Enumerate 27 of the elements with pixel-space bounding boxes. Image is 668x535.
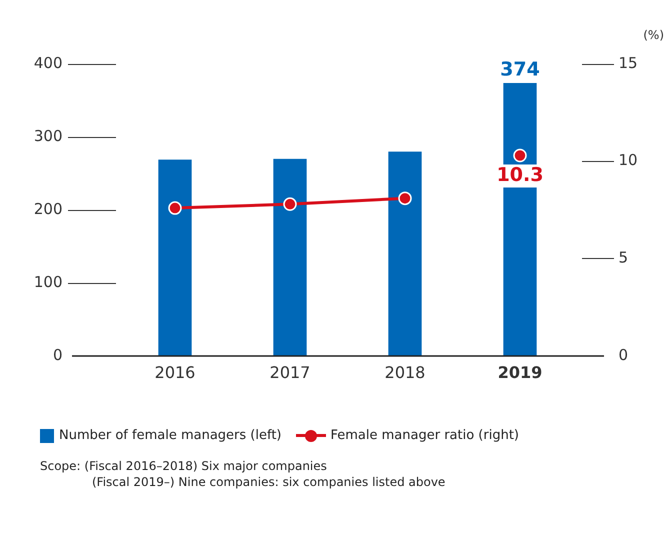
point bbox=[168, 201, 182, 215]
bar bbox=[273, 158, 307, 356]
y-tick-label: 200 bbox=[34, 200, 62, 218]
y-tick-label: 400 bbox=[34, 54, 62, 72]
x-tick-label: 2016 bbox=[154, 362, 196, 382]
bar bbox=[388, 152, 422, 356]
x-tick-label: 2018 bbox=[384, 362, 426, 382]
bar bbox=[158, 160, 192, 356]
y2-tick-label: 5 bbox=[618, 248, 628, 267]
y2-axis-title: (%) bbox=[643, 28, 664, 42]
y2-tick-label: 15 bbox=[618, 54, 638, 72]
point bbox=[283, 197, 297, 211]
data-label: 10.3 bbox=[496, 164, 544, 186]
data-label: 374 bbox=[500, 58, 540, 80]
point bbox=[513, 148, 527, 162]
y-tick-label: 300 bbox=[34, 126, 62, 145]
legend-label: Female manager ratio (right) bbox=[330, 428, 519, 443]
point bbox=[398, 192, 412, 206]
y2-tick-label: 10 bbox=[618, 151, 638, 170]
x-tick-label: 2019 bbox=[498, 362, 542, 382]
y-tick-label: 0 bbox=[52, 346, 62, 364]
y-tick-label: 100 bbox=[34, 272, 62, 291]
y2-tick-label: 0 bbox=[618, 346, 628, 364]
text: (Fiscal 2019–) Nine companies: six companies listed above bbox=[91, 474, 446, 490]
text: Scope: (Fiscal 2016–2018) Six major companies bbox=[40, 458, 328, 474]
legend-label: Number of female managers (left) bbox=[59, 428, 282, 443]
x-tick-label: 2017 bbox=[270, 362, 310, 382]
